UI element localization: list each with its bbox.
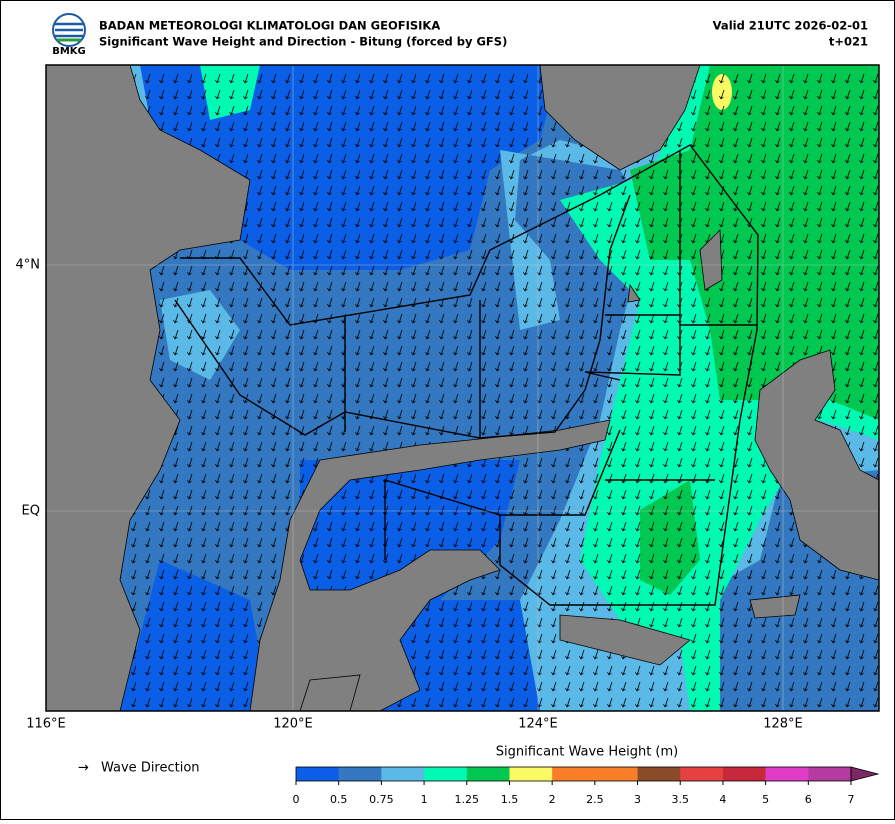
lon-label: 116°E: [26, 717, 66, 732]
colorbar-segment: [381, 767, 425, 781]
colorbar-tick-label: 0.5: [330, 793, 348, 806]
sea-low: [120, 460, 540, 711]
legend-arrow: →: [78, 761, 89, 776]
land-halmahera: [754, 349, 879, 581]
map: [46, 65, 879, 711]
colorbar-tick-label: 1.5: [501, 793, 519, 806]
colorbar-segment: [637, 767, 681, 781]
land-mindanao: [539, 65, 701, 171]
header-subtitle: Significant Wave Height and Direction - …: [99, 35, 507, 49]
lat-label: EQ: [22, 504, 40, 519]
colorbar-segment: [466, 767, 510, 781]
colorbar-segment: [296, 767, 339, 781]
colorbar-segment: [552, 767, 596, 781]
colorbar-segment: [680, 767, 724, 781]
colorbar-segment: [765, 767, 809, 781]
colorbar-tick-label: 0.75: [369, 793, 394, 806]
logo-label: BMKG: [52, 46, 86, 57]
colorbar-tick-label: 2: [549, 793, 556, 806]
lon-label: 128°E: [763, 717, 803, 732]
land-borneo: [46, 65, 251, 711]
lon-label: 120°E: [273, 717, 313, 732]
colorbar: 0 0.5 0.75 1 1.25 1.5 2 2.5 3 3.5 4 5 6 7: [293, 766, 880, 806]
colorbar-tick-label: 3.5: [671, 793, 689, 806]
colorbar-tick-label: 5: [762, 793, 769, 806]
header-step: t+021: [829, 35, 868, 49]
colorbar-tick-label: 7: [848, 793, 855, 806]
colorbar-tick-label: 4: [719, 793, 726, 806]
sea-high: [630, 65, 879, 595]
colorbar-segment: [509, 767, 553, 781]
colorbar-tick-label: 6: [805, 793, 812, 806]
colorbar-segment: [338, 767, 382, 781]
land-sulawesi: [249, 419, 611, 711]
colorbar-tick-label: 3: [634, 793, 641, 806]
colorbar-tick-label: 1.25: [455, 793, 480, 806]
graticule: [46, 65, 879, 711]
sea-low: [140, 65, 560, 270]
land-islands: [299, 229, 801, 711]
colorbar-segment: [594, 767, 638, 781]
colorbar-frame: [295, 766, 852, 782]
colorbar-tick-label: 2.5: [586, 793, 604, 806]
lat-label: 4°N: [16, 258, 41, 273]
lon-label: 124°E: [518, 717, 558, 732]
colorbar-tick-label: 0: [293, 793, 300, 806]
logo: BMKG: [52, 13, 86, 57]
colorbar-segment: [424, 767, 468, 781]
forecast-zones: [174, 144, 759, 606]
colorbar-segment: [808, 767, 852, 781]
legend-wave-direction: Wave Direction: [101, 761, 200, 776]
header-valid: Valid 21UTC 2026-02-01: [713, 19, 868, 33]
colorbar-tick-label: 1: [421, 793, 428, 806]
header-title: BADAN METEOROLOGI KLIMATOLOGI DAN GEOFIS…: [99, 19, 440, 33]
colorbar-title: Significant Wave Height (m): [496, 745, 678, 760]
sea-moderate: [200, 65, 260, 120]
colorbar-segment: [722, 767, 766, 781]
map-frame: [45, 64, 880, 712]
sea-light: [60, 65, 240, 380]
sea-rough: [712, 74, 732, 110]
